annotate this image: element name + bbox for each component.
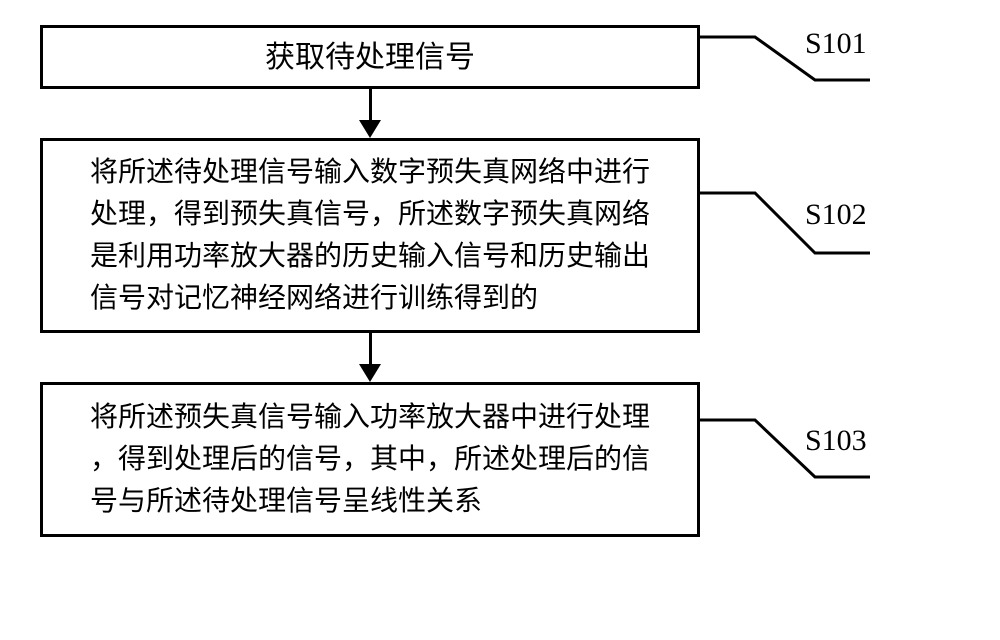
callout-line-3 — [700, 382, 900, 492]
step-row-1: 获取待处理信号 S101 — [40, 25, 960, 89]
callout-line-2 — [700, 138, 900, 268]
step-box-2: 将所述待处理信号输入数字预失真网络中进行 处理，得到预失真信号，所述数字预失真网… — [40, 138, 700, 333]
step-box-1: 获取待处理信号 — [40, 25, 700, 89]
step-text-1: 获取待处理信号 — [265, 35, 475, 80]
step-box-3: 将所述预失真信号输入功率放大器中进行处理 ，得到处理后的信号，其中，所述处理后的… — [40, 382, 700, 537]
flowchart-container: 获取待处理信号 S101 将所述待处理信号输入数字预失真网络中进行 处理，得到预… — [40, 25, 960, 537]
step-label-1: S101 — [805, 27, 867, 61]
arrow-2 — [40, 333, 700, 382]
step-row-2: 将所述待处理信号输入数字预失真网络中进行 处理，得到预失真信号，所述数字预失真网… — [40, 138, 960, 333]
step-label-3: S103 — [805, 424, 867, 458]
callout-line-1 — [700, 25, 900, 95]
step-label-2: S102 — [805, 198, 867, 232]
arrow-1 — [40, 89, 700, 138]
step-row-3: 将所述预失真信号输入功率放大器中进行处理 ，得到处理后的信号，其中，所述处理后的… — [40, 382, 960, 537]
step-text-2: 将所述待处理信号输入数字预失真网络中进行 处理，得到预失真信号，所述数字预失真网… — [90, 152, 650, 320]
step-text-3: 将所述预失真信号输入功率放大器中进行处理 ，得到处理后的信号，其中，所述处理后的… — [90, 397, 650, 523]
